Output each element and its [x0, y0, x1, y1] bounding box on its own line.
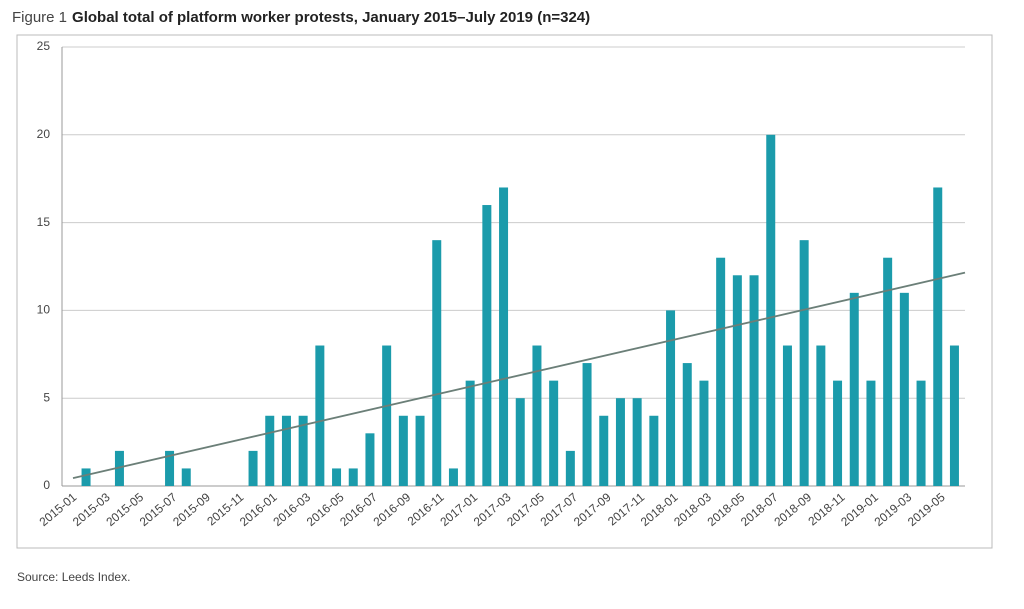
bar	[382, 345, 392, 486]
bar	[398, 415, 408, 486]
bar	[181, 468, 191, 486]
bar	[716, 257, 726, 486]
bar	[315, 345, 325, 486]
bar	[482, 205, 492, 487]
bar	[816, 345, 826, 486]
bar	[582, 363, 592, 486]
y-tick-label: 5	[43, 390, 50, 404]
bar	[749, 275, 759, 486]
bar	[415, 415, 425, 486]
bar	[866, 380, 876, 486]
x-tick-label: 2016-09	[371, 490, 414, 529]
bar	[766, 134, 776, 487]
bar	[248, 450, 258, 486]
bar	[916, 380, 926, 486]
bar	[682, 363, 692, 486]
x-tick-label: 2015-09	[170, 490, 213, 529]
x-tick-label: 2017-09	[571, 490, 614, 529]
bar	[281, 415, 291, 486]
bar	[499, 187, 509, 487]
bar	[849, 292, 859, 486]
y-tick-label: 0	[43, 478, 50, 492]
bar	[465, 380, 475, 486]
x-tick-label: 2019-05	[905, 490, 948, 529]
y-tick-label: 15	[37, 215, 51, 229]
x-tick-label: 2018-09	[771, 490, 814, 529]
bar	[732, 275, 742, 486]
bar	[649, 415, 659, 486]
bar	[699, 380, 709, 486]
bar	[883, 257, 893, 486]
bar	[532, 345, 542, 486]
bar	[332, 468, 342, 486]
bar	[448, 468, 458, 486]
figure-label: Figure 1	[12, 9, 67, 26]
trend-line	[72, 271, 966, 479]
bar	[432, 240, 442, 486]
bar	[265, 415, 275, 486]
y-tick-label: 10	[37, 303, 51, 317]
bar	[632, 398, 642, 486]
chart-title: Global total of platform worker protests…	[72, 9, 590, 26]
bar	[782, 345, 792, 486]
bar	[799, 240, 809, 486]
bar	[298, 415, 308, 486]
bar	[599, 415, 609, 486]
y-tick-label: 20	[37, 127, 51, 141]
bar	[549, 380, 559, 486]
bar	[81, 468, 91, 486]
bar	[615, 398, 625, 486]
source: Source: Leeds Index.	[17, 570, 130, 584]
frame	[16, 34, 993, 549]
bar	[114, 450, 124, 486]
title: Figure 1 Global total of platform worker …	[12, 9, 590, 26]
bar	[165, 450, 175, 486]
bar	[949, 345, 959, 486]
bar	[933, 187, 943, 487]
bar	[565, 450, 575, 486]
bar	[348, 468, 358, 486]
bar	[515, 398, 525, 486]
y-tick-label: 25	[37, 39, 51, 53]
bar	[666, 310, 676, 486]
bar	[833, 380, 843, 486]
bar	[899, 292, 909, 486]
bar	[365, 433, 375, 486]
